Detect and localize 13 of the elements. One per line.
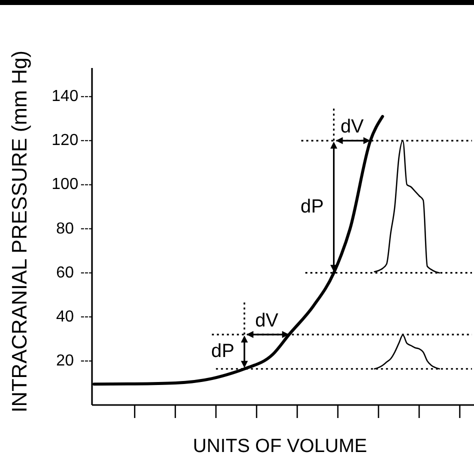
y-tick-label: 20 — [56, 352, 74, 370]
y-axis-title: INTRACRANIAL PRESSURE (mm Hg) — [8, 50, 32, 413]
annotation: dP — [300, 196, 324, 218]
y-tick-label: 120 — [52, 132, 78, 150]
y-tick-label: 140 — [52, 88, 78, 106]
y-tick-label: 80 — [56, 220, 74, 238]
y-tick-label: 60 — [56, 264, 74, 282]
annotation: dV — [340, 116, 364, 138]
y-tick-label: 40 — [56, 308, 74, 326]
y-tick-label: 100 — [52, 176, 78, 194]
annotation: dV — [255, 310, 279, 332]
x-axis-title: UNITS OF VOLUME — [192, 436, 368, 457]
annotation: dP — [211, 341, 234, 362]
